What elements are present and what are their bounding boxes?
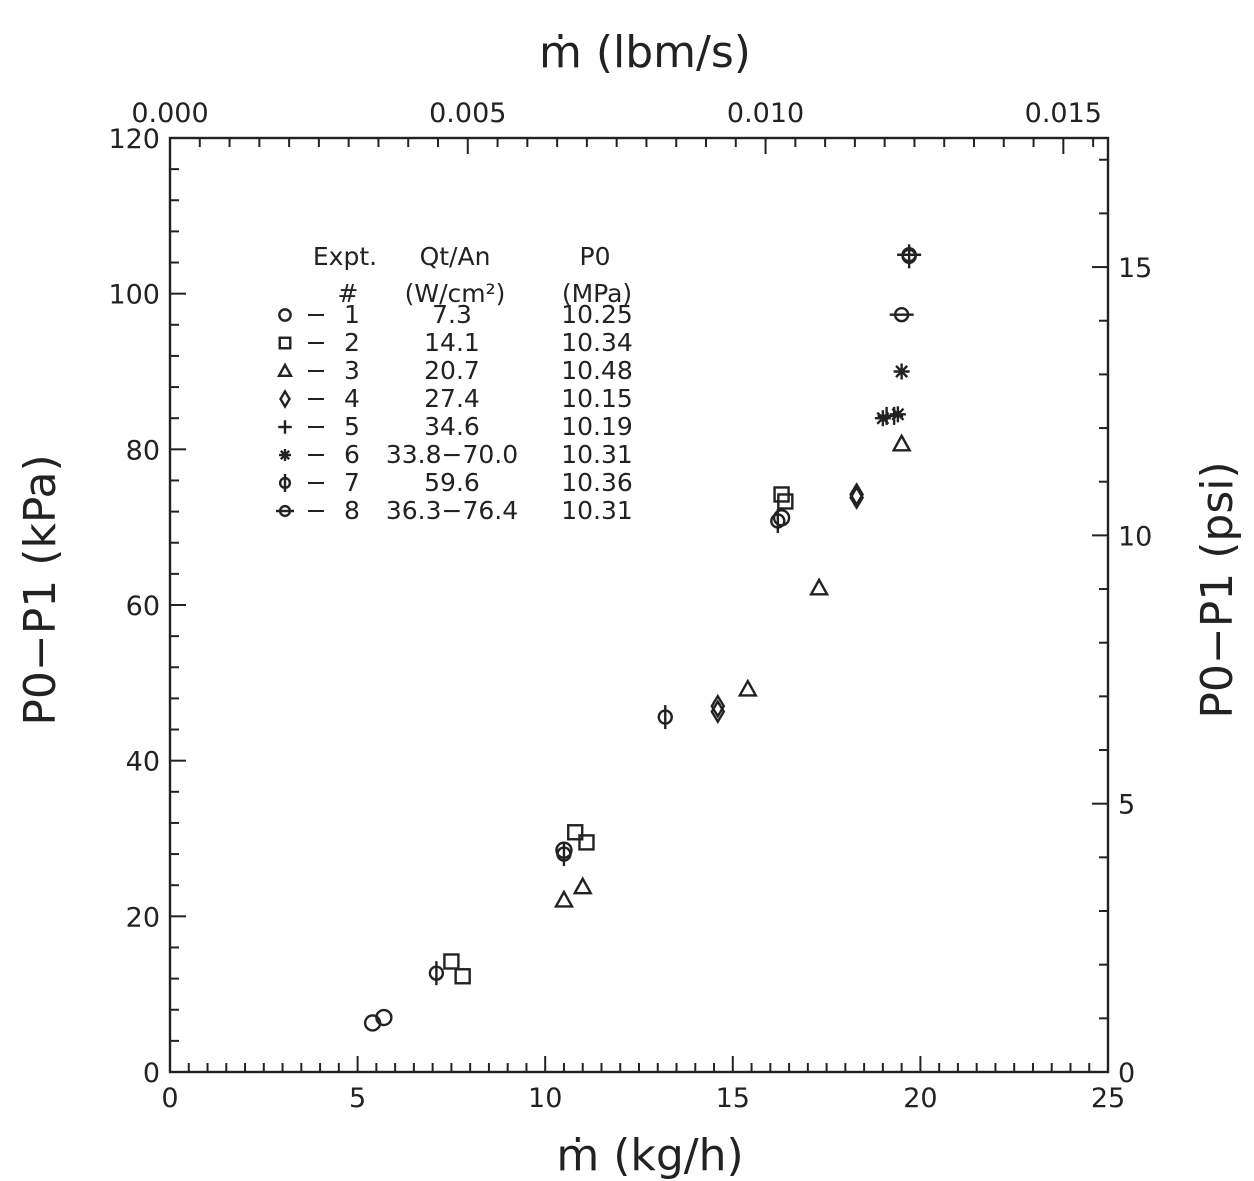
data-point-diamond [710, 693, 726, 719]
legend-p0-value: 10.34 [561, 328, 633, 357]
data-marks [363, 244, 922, 1032]
data-point-triangle [553, 889, 574, 908]
legend-q-value: 14.1 [424, 328, 480, 357]
axis-ticks [169, 137, 1109, 1073]
legend-expt-number: 3 [344, 356, 360, 385]
legend-p0-value: 10.15 [561, 384, 633, 413]
legend-q-value: 33.8−70.0 [386, 440, 518, 469]
data-point-circle [772, 509, 791, 527]
data-point-circle-vbar [556, 842, 572, 867]
legend-p0-value: 10.25 [561, 300, 633, 329]
legend-p0-value: 10.48 [561, 356, 633, 385]
data-point-triangle [809, 577, 830, 596]
legend-q-value: 27.4 [424, 384, 480, 413]
y-tick-label: 20 [126, 902, 160, 933]
y-tick-label: 80 [126, 435, 160, 466]
plot-frame [168, 136, 1110, 1074]
data-point-circle-vbar [770, 508, 786, 533]
legend-marker-diamond [279, 389, 291, 409]
legend-p0-value: 10.31 [561, 440, 633, 469]
legend-expt-number: 7 [344, 468, 360, 497]
data-point-asterisk [889, 406, 906, 423]
y-tick-label: 60 [126, 591, 160, 622]
legend-marker-square [278, 336, 292, 350]
legend-expt-number: 1 [344, 300, 360, 329]
y-tick-label: 40 [126, 747, 160, 778]
data-point-circle-hbar [897, 247, 922, 263]
legend-p0-value: 10.19 [561, 412, 633, 441]
top-axis-title: ṁ (lbm/s) [539, 27, 751, 78]
x2-tick-label: 0.000 [131, 98, 208, 129]
legend-header-q-unit: (W/cm²) [405, 279, 506, 308]
data-point-square [443, 953, 460, 970]
y2-tick-label: 0 [1118, 1058, 1135, 1089]
right-axis-title: P0−P1 (psi) [1192, 461, 1243, 718]
bottom-axis-title: ṁ (kg/h) [556, 1130, 743, 1181]
y-tick-label: 100 [108, 280, 160, 311]
legend-expt-number: 5 [344, 412, 360, 441]
data-point-asterisk [893, 363, 910, 380]
x-tick-label: 15 [716, 1083, 750, 1114]
legend-marker-circle-hbar [276, 504, 294, 518]
legend-q-value: 59.6 [424, 468, 480, 497]
legend-header-p0: P0 [580, 242, 611, 271]
y2-tick-label: 10 [1118, 521, 1152, 552]
legend-header-expt-unit: # [338, 279, 359, 308]
data-point-asterisk [874, 410, 891, 427]
x2-tick-label: 0.005 [429, 98, 506, 129]
plot-border [168, 136, 1110, 1074]
legend-q-value: 7.3 [432, 300, 472, 329]
legend-header-expt: Expt. [313, 242, 377, 271]
x-tick-label: 5 [349, 1083, 366, 1114]
data-point-triangle [572, 876, 593, 895]
legend: Expt. # Qt/An (W/cm²) P0 (MPa) 1 7.3 10.25… [276, 242, 633, 525]
left-axis-title: P0−P1 (kPa) [15, 454, 66, 725]
legend-expt-number: 8 [344, 496, 360, 525]
x-tick-label: 10 [528, 1083, 562, 1114]
data-point-circle-vbar [428, 961, 445, 986]
legend-expt-number: 6 [344, 440, 360, 469]
legend-header-q: Qt/An [420, 242, 491, 271]
y-tick-label: 0 [143, 1058, 160, 1089]
data-point-triangle [737, 678, 758, 697]
data-point-circle-hbar [889, 306, 914, 323]
data-point-circle-vbar [657, 705, 673, 730]
data-point-square [567, 824, 584, 841]
data-point-square [454, 968, 471, 985]
legend-q-value: 36.3−76.4 [386, 496, 518, 525]
data-point-circle [375, 1008, 393, 1027]
legend-marker-plus [278, 420, 292, 434]
legend-marker-asterisk [279, 449, 291, 461]
data-point-square [578, 834, 595, 851]
legend-p0-value: 10.31 [561, 496, 633, 525]
data-point-triangle [891, 433, 912, 452]
x-tick-label: 25 [1091, 1083, 1125, 1114]
legend-q-value: 34.6 [424, 412, 480, 441]
legend-marker-circle-vbar [278, 474, 292, 492]
legend-p0-value: 10.36 [561, 468, 633, 497]
data-point-diamond [849, 485, 865, 510]
x2-tick-label: 0.010 [727, 98, 804, 129]
legend-q-value: 20.7 [424, 356, 480, 385]
legend-expt-number: 2 [344, 328, 360, 357]
x2-tick-label: 0.015 [1025, 98, 1102, 129]
y2-tick-label: 5 [1118, 790, 1135, 821]
x-tick-label: 0 [161, 1083, 178, 1114]
data-point-diamond [849, 482, 865, 507]
data-point-square [777, 493, 794, 510]
y-tick-label: 120 [108, 124, 160, 155]
legend-marker-circle [278, 308, 292, 322]
legend-marker-triangle [276, 362, 294, 377]
x-tick-label: 20 [903, 1083, 937, 1114]
legend-header-p0-unit: (MPa) [562, 279, 632, 308]
legend-expt-number: 4 [344, 384, 360, 413]
y2-tick-label: 15 [1118, 253, 1152, 284]
